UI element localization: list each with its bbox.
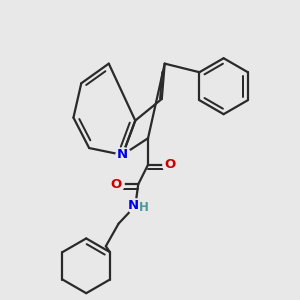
Text: H: H	[139, 201, 149, 214]
Text: O: O	[164, 158, 175, 171]
Text: N: N	[128, 200, 140, 212]
Text: O: O	[110, 178, 121, 191]
Text: N: N	[117, 148, 128, 161]
